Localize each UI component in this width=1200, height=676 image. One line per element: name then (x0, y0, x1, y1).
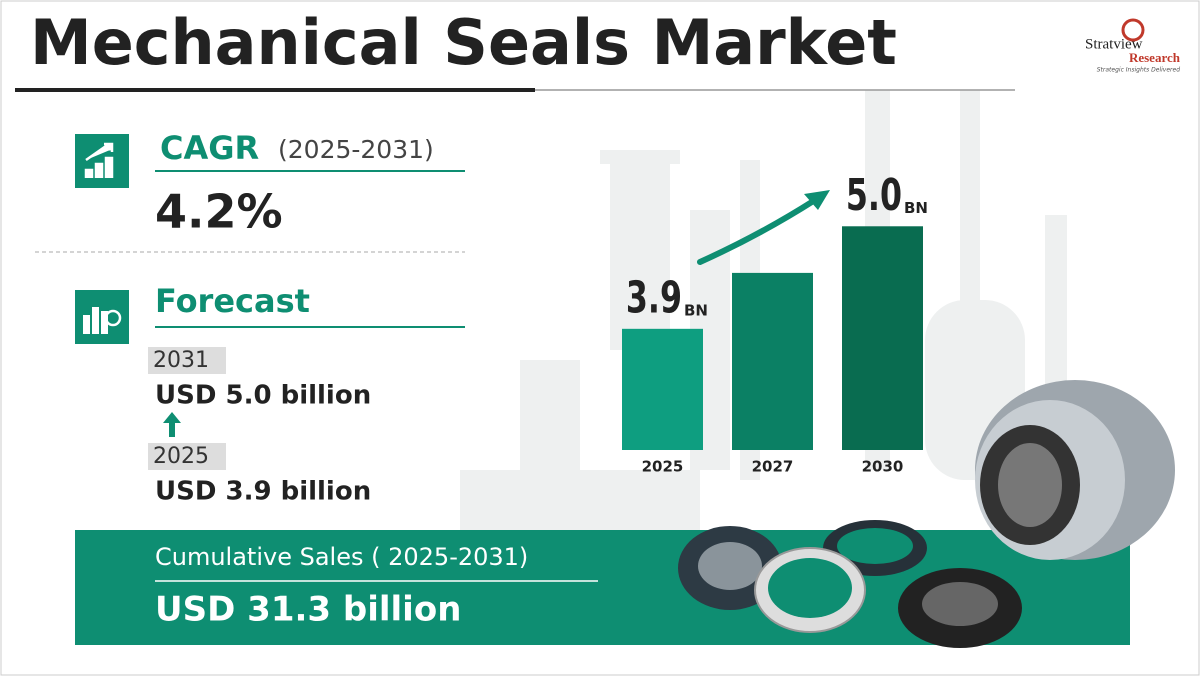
start-value: USD 3.9 billion (155, 477, 371, 507)
x-tick-label: 2027 (752, 458, 794, 476)
cumulative-value: USD 31.3 billion (155, 590, 461, 630)
forecast-label: Forecast (155, 282, 310, 320)
cagr-value: 4.2% (155, 185, 283, 239)
logo-name: Stratview (1085, 36, 1143, 52)
x-tick-label: 2030 (862, 458, 904, 476)
value-label: 3.9 (626, 273, 682, 324)
x-tick-label: 2025 (642, 458, 684, 476)
logo-tagline: Strategic Insights Delivered (1097, 67, 1180, 74)
up-arrow (163, 412, 181, 437)
bar (732, 272, 813, 450)
cagr-icon-glyph (84, 142, 114, 178)
year-box (148, 347, 226, 374)
start-year: 2025 (153, 444, 209, 469)
end-year: 2031 (153, 348, 209, 373)
year-box (148, 443, 226, 470)
cagr-icon (75, 134, 129, 188)
bar (622, 328, 703, 450)
value-label: 5.0 (846, 170, 902, 221)
value-unit: BN (684, 301, 708, 319)
logo-sub: Research (1129, 50, 1181, 65)
forecast-icon-lens (104, 309, 122, 327)
end-value: USD 5.0 billion (155, 381, 371, 411)
cagr-period: (2025-2031) (278, 135, 434, 164)
cumulative-label: Cumulative Sales ( 2025-2031) (155, 543, 528, 571)
bar (842, 226, 923, 450)
growth-arrow (697, 197, 818, 265)
title: Mechanical Seals Market (30, 6, 897, 79)
cagr-label: CAGR (160, 129, 259, 167)
value-unit: BN (904, 199, 928, 217)
logo-icon (1121, 18, 1145, 42)
growth-arrowhead (804, 190, 830, 210)
seal-illustration (678, 380, 1175, 648)
